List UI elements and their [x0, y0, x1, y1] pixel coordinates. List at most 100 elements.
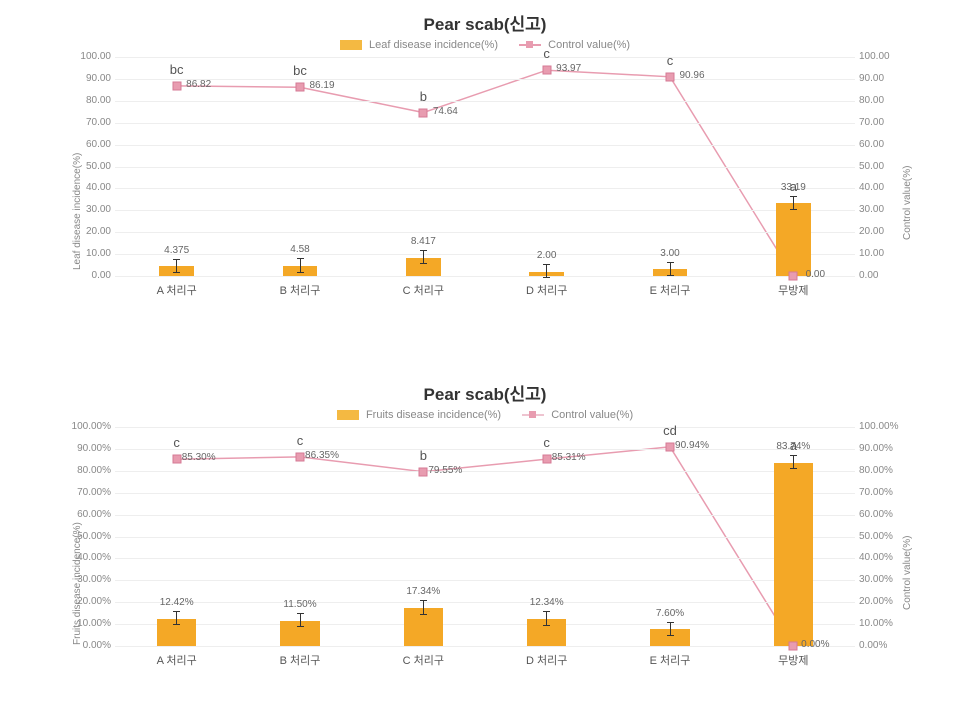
legend-line-label: Control value(%): [551, 409, 633, 421]
line-value-label: 86.82: [186, 79, 211, 90]
error-cap: [667, 262, 674, 263]
significance-group-label: c: [667, 53, 674, 68]
gridline: [115, 210, 855, 211]
chart2-title: Pear scab(신고): [60, 380, 910, 405]
error-cap: [790, 196, 797, 197]
ytick-right: 10.00: [859, 248, 907, 259]
gridline: [115, 123, 855, 124]
legend-bar-label: Fruits disease incidence(%): [366, 409, 501, 421]
chart1-ylabel-right: Control value(%): [902, 166, 913, 240]
bar-value-label: 2.00: [537, 250, 556, 261]
error-cap: [173, 259, 180, 260]
ytick-left: 50.00%: [63, 531, 111, 542]
line-marker: [172, 81, 181, 90]
error-cap: [667, 635, 674, 636]
line-value-label: 85.31%: [552, 452, 586, 463]
error-cap: [297, 626, 304, 627]
line-value-label: 90.94%: [675, 440, 709, 451]
gridline: [115, 558, 855, 559]
gridline: [115, 232, 855, 233]
error-cap: [173, 611, 180, 612]
line-value-label: 79.55%: [428, 465, 462, 476]
significance-group-label: a: [790, 179, 797, 194]
error-cap: [420, 614, 427, 615]
category-label: A 처리구: [157, 282, 197, 298]
ytick-right: 90.00%: [859, 443, 907, 454]
ytick-right: 0.00: [859, 270, 907, 281]
significance-group-label: c: [173, 435, 180, 450]
error-cap: [790, 468, 797, 469]
line-value-label: 0.00: [806, 269, 825, 280]
line-value-label: 86.35%: [305, 450, 339, 461]
ytick-left: 90.00: [63, 73, 111, 84]
bar: [776, 203, 811, 276]
ytick-right: 20.00: [859, 226, 907, 237]
category-label: C 처리구: [403, 282, 444, 298]
legend-bar-swatch: [340, 40, 362, 50]
ytick-left: 70.00%: [63, 487, 111, 498]
chart2-ylabel-left: Fruits disease incidence(%): [72, 522, 83, 645]
ytick-right: 100.00: [859, 51, 907, 62]
ytick-left: 0.00: [63, 270, 111, 281]
line-marker: [666, 442, 675, 451]
line-marker: [542, 455, 551, 464]
ytick-right: 10.00%: [859, 618, 907, 629]
line-marker: [419, 467, 428, 476]
ytick-right: 0.00%: [859, 640, 907, 651]
gridline: [115, 427, 855, 428]
bar-value-label: 8.417: [411, 236, 436, 247]
gridline: [115, 101, 855, 102]
error-cap: [543, 611, 550, 612]
bar-value-label: 3.00: [660, 248, 679, 259]
chart1-legend: Leaf disease incidence(%) Control value(…: [60, 39, 910, 51]
line-value-label: 74.64: [433, 105, 458, 116]
ytick-right: 60.00%: [859, 509, 907, 520]
line-marker: [172, 455, 181, 464]
line-marker: [542, 66, 551, 75]
line-marker: [296, 452, 305, 461]
gridline: [115, 188, 855, 189]
ytick-left: 60.00: [63, 139, 111, 150]
category-label: B 처리구: [280, 282, 321, 298]
ytick-right: 50.00%: [859, 531, 907, 542]
ytick-left: 80.00%: [63, 465, 111, 476]
gridline: [115, 167, 855, 168]
gridline: [115, 537, 855, 538]
significance-group-label: bc: [293, 63, 307, 78]
significance-group-label: a: [790, 438, 797, 453]
ytick-left: 40.00%: [63, 552, 111, 563]
chart2-plot: 0.00%0.00%10.00%10.00%20.00%20.00%30.00%…: [115, 427, 855, 647]
ytick-left: 60.00%: [63, 509, 111, 520]
ytick-left: 70.00: [63, 117, 111, 128]
category-label: 무방제: [778, 652, 808, 668]
category-label: A 처리구: [157, 652, 197, 668]
ytick-right: 40.00%: [859, 552, 907, 563]
ytick-right: 80.00%: [859, 465, 907, 476]
ytick-right: 70.00%: [859, 487, 907, 498]
category-label: D 처리구: [526, 652, 567, 668]
error-cap: [543, 277, 550, 278]
error-cap: [420, 263, 427, 264]
error-cap: [297, 272, 304, 273]
ytick-left: 20.00%: [63, 596, 111, 607]
bar-value-label: 4.58: [290, 244, 309, 255]
gridline: [115, 145, 855, 146]
significance-group-label: c: [543, 435, 550, 450]
legend-line-label: Control value(%): [548, 39, 630, 51]
ytick-right: 30.00: [859, 204, 907, 215]
line-value-label: 93.97: [556, 63, 581, 74]
line-value-label: 90.96: [679, 70, 704, 81]
bar-value-label: 4.375: [164, 245, 189, 256]
category-label: 무방제: [778, 282, 808, 298]
chart1-ylabel-left: Leaf disease incidence(%): [72, 153, 83, 270]
gridline: [115, 580, 855, 581]
line-marker: [666, 72, 675, 81]
error-cap: [543, 625, 550, 626]
bar: [774, 463, 813, 646]
gridline: [115, 276, 855, 277]
category-label: E 처리구: [650, 652, 691, 668]
bar-value-label: 7.60%: [656, 608, 684, 619]
chart2-ylabel-right: Control value(%): [902, 536, 913, 610]
gridline: [115, 493, 855, 494]
ytick-right: 80.00: [859, 95, 907, 106]
